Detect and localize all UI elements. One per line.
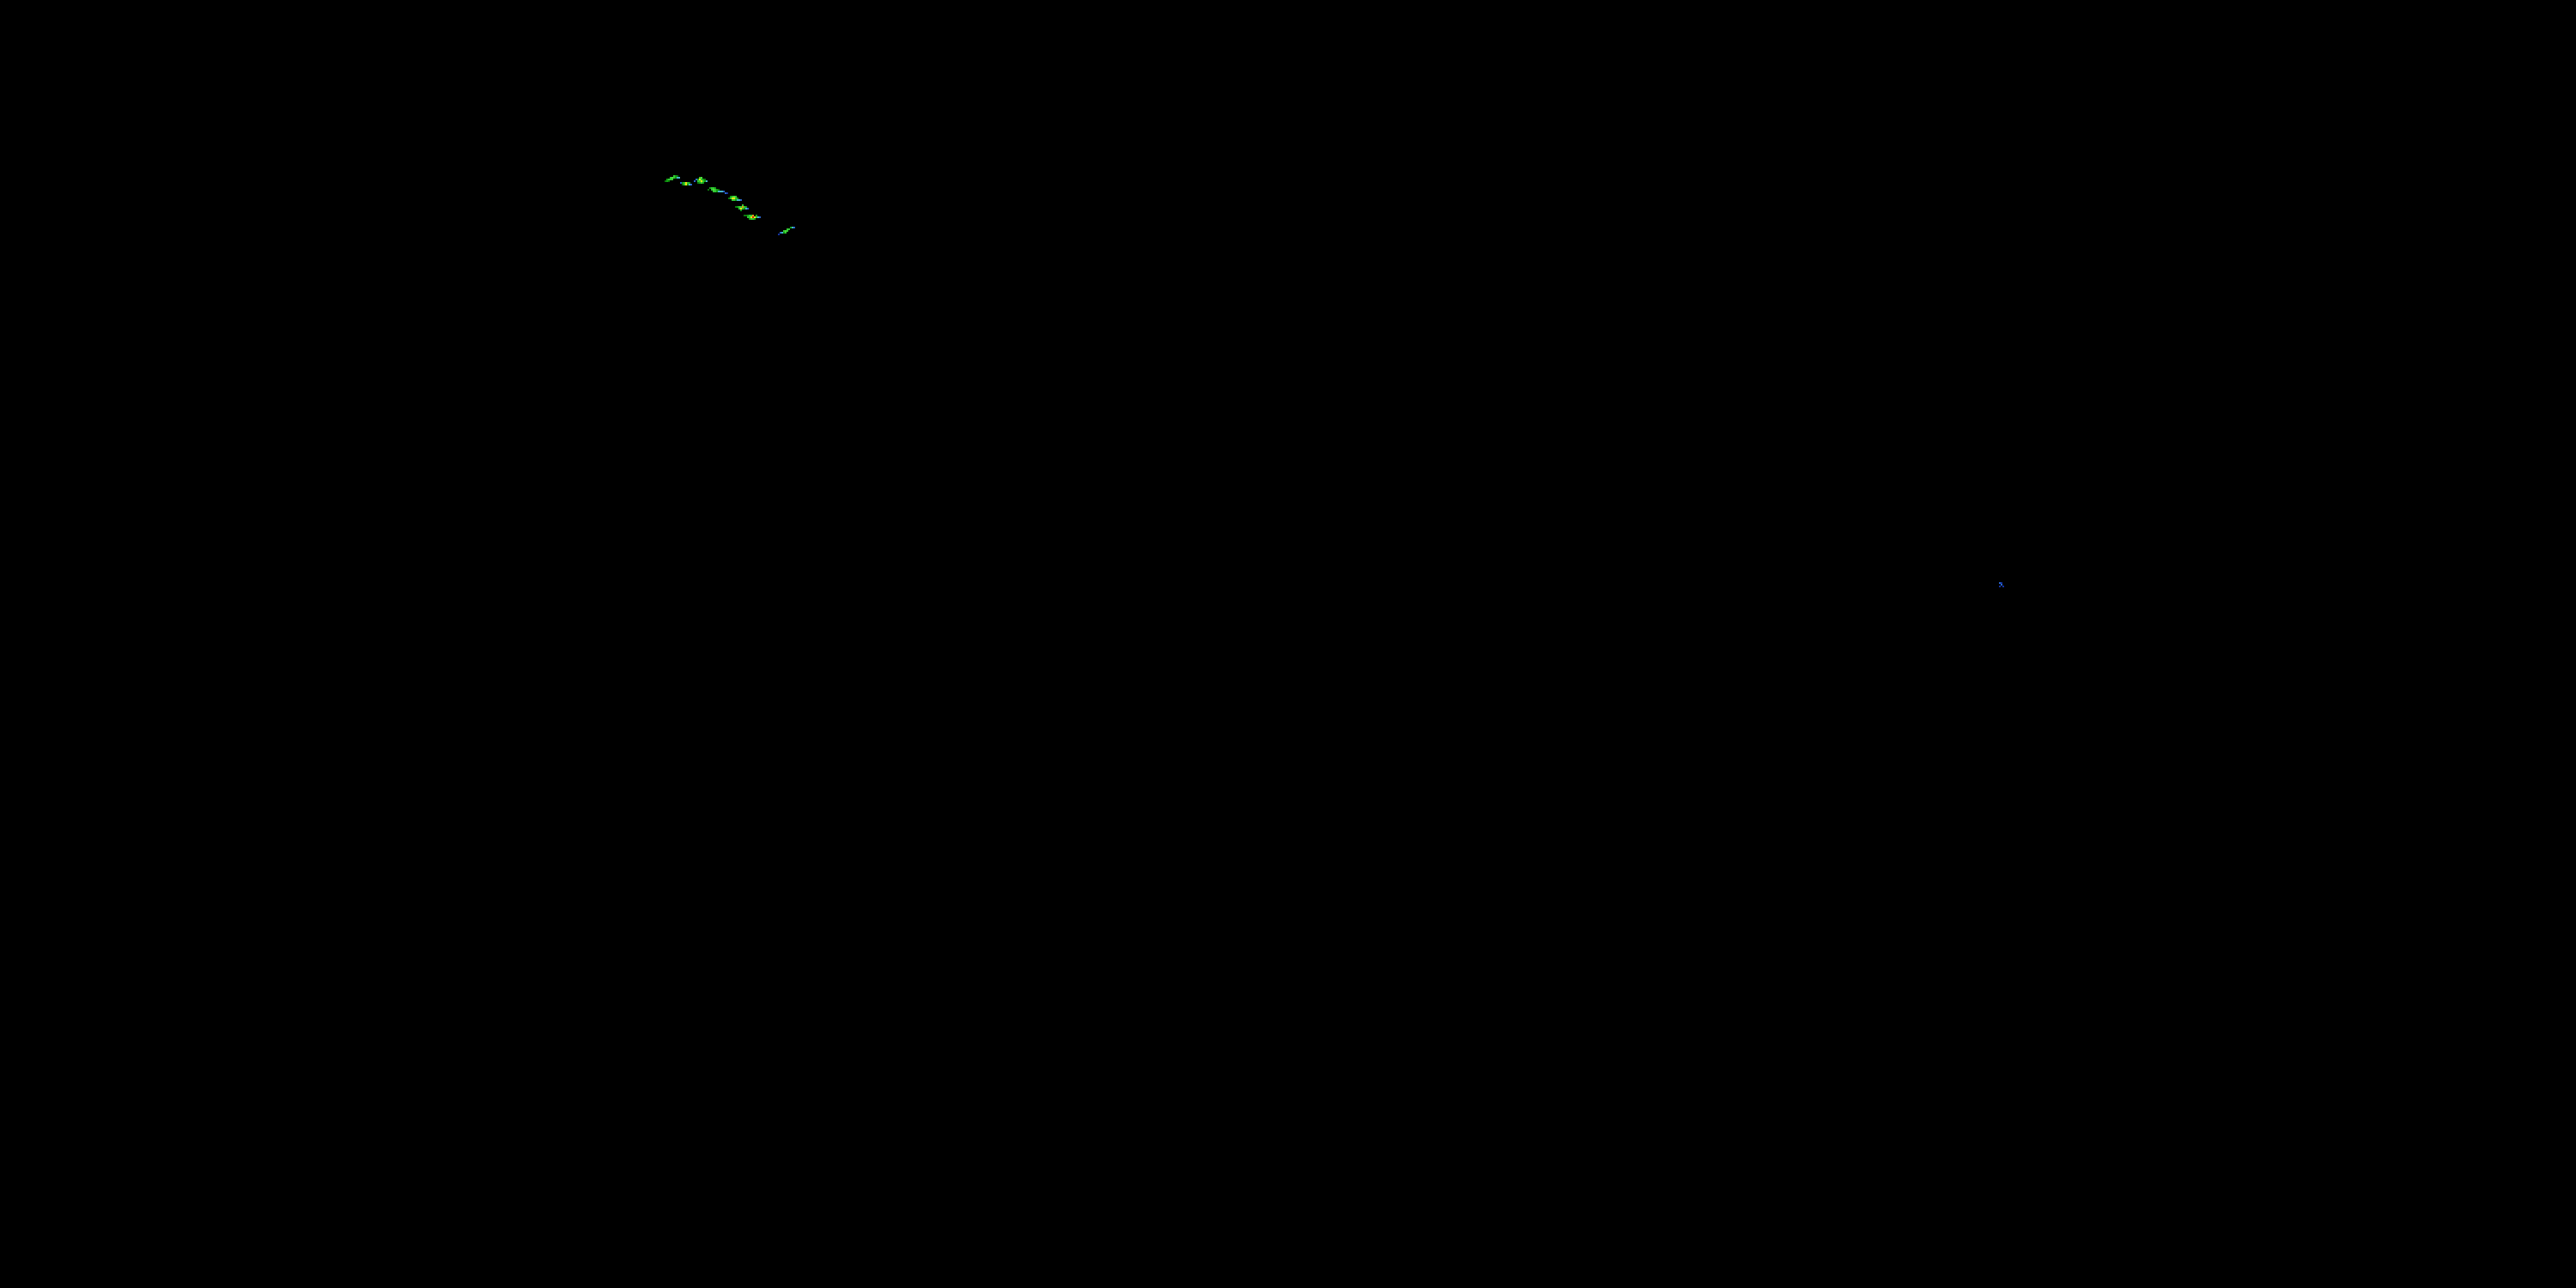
radar-display-root: [0, 0, 2576, 1288]
radar-echo-layer: [0, 0, 2576, 1288]
